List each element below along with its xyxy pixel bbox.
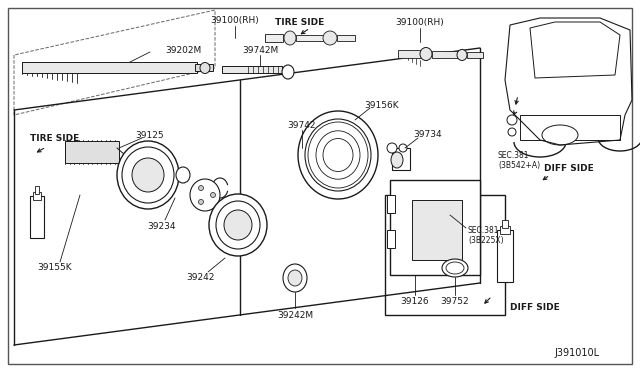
Bar <box>195 64 213 71</box>
Text: 39100(RH): 39100(RH) <box>211 16 259 25</box>
Ellipse shape <box>542 125 578 145</box>
Ellipse shape <box>507 115 517 125</box>
Text: DIFF SIDE: DIFF SIDE <box>544 164 594 173</box>
Ellipse shape <box>198 199 204 205</box>
Ellipse shape <box>122 147 174 203</box>
Ellipse shape <box>132 158 164 192</box>
Bar <box>387 230 395 248</box>
Ellipse shape <box>323 31 337 45</box>
Bar <box>432 51 460 58</box>
Bar <box>412 200 462 260</box>
Bar <box>387 195 395 213</box>
Text: 39742: 39742 <box>288 121 316 129</box>
Text: 39752: 39752 <box>441 298 469 307</box>
Bar <box>385 195 505 315</box>
Text: 39234: 39234 <box>148 221 176 231</box>
Bar <box>392 148 410 170</box>
Ellipse shape <box>323 138 353 171</box>
Text: SEC.381: SEC.381 <box>498 151 529 160</box>
Text: DIFF SIDE: DIFF SIDE <box>510 304 560 312</box>
Ellipse shape <box>288 270 302 286</box>
Text: 39156K: 39156K <box>365 100 399 109</box>
Bar <box>22 62 197 73</box>
Text: 39742M: 39742M <box>242 45 278 55</box>
Text: (3B542+A): (3B542+A) <box>498 160 540 170</box>
Text: (3B225X): (3B225X) <box>468 235 504 244</box>
Text: 39242: 39242 <box>186 273 214 282</box>
Bar <box>467 52 483 58</box>
Ellipse shape <box>209 194 267 256</box>
Ellipse shape <box>117 141 179 209</box>
Ellipse shape <box>457 49 467 61</box>
Text: 39126: 39126 <box>401 298 429 307</box>
Text: TIRE SIDE: TIRE SIDE <box>30 134 79 142</box>
Text: J391010L: J391010L <box>555 348 600 358</box>
Ellipse shape <box>176 167 190 183</box>
Ellipse shape <box>446 262 464 274</box>
Bar <box>265 34 283 42</box>
Text: TIRE SIDE: TIRE SIDE <box>275 17 324 26</box>
Ellipse shape <box>305 119 371 191</box>
Text: SEC.381: SEC.381 <box>468 225 499 234</box>
Ellipse shape <box>399 144 407 152</box>
Ellipse shape <box>283 264 307 292</box>
Bar <box>520 115 620 140</box>
Ellipse shape <box>211 192 216 198</box>
Text: 39734: 39734 <box>413 129 442 138</box>
Text: 39242M: 39242M <box>277 311 313 321</box>
Bar <box>33 192 41 200</box>
Ellipse shape <box>316 131 360 179</box>
Bar <box>35 186 39 194</box>
Text: 39202M: 39202M <box>165 45 201 55</box>
Bar <box>390 180 480 275</box>
Text: 39155K: 39155K <box>38 263 72 273</box>
Bar <box>222 66 282 73</box>
Ellipse shape <box>200 62 210 74</box>
Ellipse shape <box>298 111 378 199</box>
Ellipse shape <box>420 48 432 61</box>
Ellipse shape <box>284 31 296 45</box>
Bar <box>502 220 508 228</box>
Ellipse shape <box>308 122 368 188</box>
Ellipse shape <box>282 65 294 79</box>
Ellipse shape <box>190 179 220 211</box>
Text: 39125: 39125 <box>136 131 164 140</box>
Text: 39100(RH): 39100(RH) <box>396 17 444 26</box>
Ellipse shape <box>216 201 260 249</box>
Bar <box>30 196 44 238</box>
Bar <box>296 35 326 41</box>
Ellipse shape <box>198 186 204 190</box>
Ellipse shape <box>387 143 397 153</box>
Bar <box>398 50 422 58</box>
Ellipse shape <box>508 128 516 136</box>
Bar <box>497 230 513 282</box>
Ellipse shape <box>391 152 403 168</box>
Bar <box>500 226 510 234</box>
Bar <box>65 141 119 163</box>
Bar <box>337 35 355 41</box>
Ellipse shape <box>442 259 468 277</box>
Ellipse shape <box>224 210 252 240</box>
